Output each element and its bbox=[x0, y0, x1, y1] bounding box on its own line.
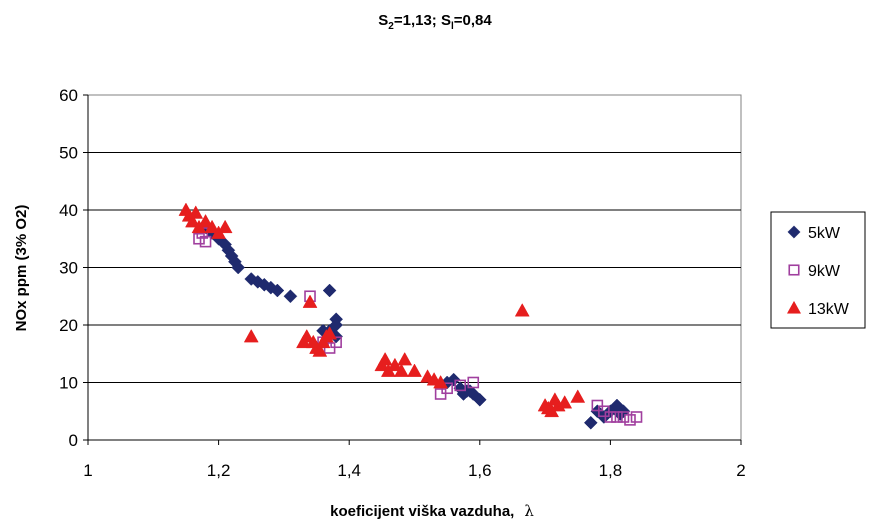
title-s2-label: S bbox=[378, 12, 389, 29]
title-s1-label: S bbox=[440, 12, 451, 29]
legend-marker-triangle bbox=[786, 300, 802, 314]
chart-title: S2=1,13; Sl=0,84 bbox=[0, 12, 870, 32]
data-point-triangle bbox=[322, 326, 338, 340]
data-point-square bbox=[630, 411, 643, 423]
data-point-triangle bbox=[198, 213, 213, 228]
data-point-diamond bbox=[231, 260, 246, 275]
data-point-triangle bbox=[188, 205, 204, 219]
legend-box bbox=[770, 211, 866, 329]
title-s1-value: =0,84 bbox=[453, 12, 492, 29]
data-point-triangle bbox=[397, 351, 413, 366]
data-point-triangle bbox=[204, 219, 220, 234]
data-point-triangle bbox=[377, 351, 393, 366]
data-point-triangle bbox=[394, 363, 409, 377]
y-axis-title: NOx ppm (3% O2) bbox=[13, 205, 30, 332]
data-point-square bbox=[454, 379, 467, 392]
data-point-triangle bbox=[299, 328, 315, 343]
x-axis-title-text: koeficijent viška vazduha, bbox=[330, 503, 514, 520]
data-point-diamond bbox=[322, 283, 337, 298]
legend-item-13kw: 13kW bbox=[786, 300, 850, 318]
y-tick-label: 40 bbox=[59, 201, 78, 220]
y-tick-label: 10 bbox=[59, 374, 78, 393]
data-point-diamond bbox=[283, 289, 298, 304]
y-tick-label: 0 bbox=[69, 431, 78, 450]
x-axis-title: koeficijent viška vazduha, λ bbox=[330, 502, 534, 520]
title-s1-sub: l bbox=[450, 21, 454, 32]
data-point-square bbox=[611, 411, 623, 423]
y-tick-label: 50 bbox=[59, 144, 78, 163]
data-point-square bbox=[617, 411, 630, 423]
y-tick-label: 20 bbox=[59, 316, 78, 335]
x-tick-label: 1,4 bbox=[337, 461, 361, 480]
gridlines bbox=[88, 152, 741, 383]
legend-marker-diamond bbox=[787, 225, 801, 239]
y-tick-label: 60 bbox=[59, 86, 78, 105]
legend-item-9kw: 9kW bbox=[788, 263, 841, 280]
data-point-triangle bbox=[570, 389, 586, 403]
data-point-diamond bbox=[583, 415, 598, 430]
x-axis-title-symbol: λ bbox=[524, 502, 534, 520]
data-point-triangle bbox=[514, 303, 530, 317]
data-point-triangle bbox=[557, 395, 573, 409]
title-s2-value: =1,13; bbox=[393, 12, 441, 29]
data-point-square bbox=[624, 414, 636, 426]
legend: 5kW 9kW 13kW bbox=[770, 211, 866, 329]
y-tick-label: 30 bbox=[59, 259, 78, 278]
series-13kw bbox=[178, 202, 586, 418]
data-point-triangle bbox=[407, 363, 422, 377]
x-tick-label: 1,8 bbox=[599, 461, 623, 480]
x-tick-label: 1 bbox=[83, 461, 92, 480]
legend-label: 5kW bbox=[808, 225, 841, 242]
data-points bbox=[178, 202, 643, 430]
legend-marker-square bbox=[788, 264, 800, 276]
x-tick-label: 1,6 bbox=[468, 461, 492, 480]
data-point-triangle bbox=[302, 294, 318, 308]
data-point-triangle bbox=[185, 213, 200, 228]
data-point-square bbox=[199, 235, 212, 248]
x-tick-label: 1,2 bbox=[207, 461, 231, 480]
data-point-triangle bbox=[312, 343, 328, 357]
data-point-diamond bbox=[270, 283, 285, 298]
axes: 0 10 20 30 40 50 60 1 1,2 1,4 1,6 1,8 2 bbox=[59, 86, 746, 480]
legend-item-5kw: 5kW bbox=[787, 225, 841, 242]
data-point-square bbox=[467, 376, 480, 389]
legend-label: 13kW bbox=[808, 301, 850, 318]
data-point-triangle bbox=[243, 328, 259, 343]
data-point-diamond bbox=[472, 392, 487, 407]
title-s2-sub: 2 bbox=[388, 21, 394, 32]
x-tick-label: 2 bbox=[736, 461, 745, 480]
data-point-triangle bbox=[217, 219, 233, 234]
data-point-square bbox=[604, 411, 617, 423]
data-point-triangle bbox=[433, 374, 449, 389]
legend-label: 9kW bbox=[808, 263, 841, 280]
